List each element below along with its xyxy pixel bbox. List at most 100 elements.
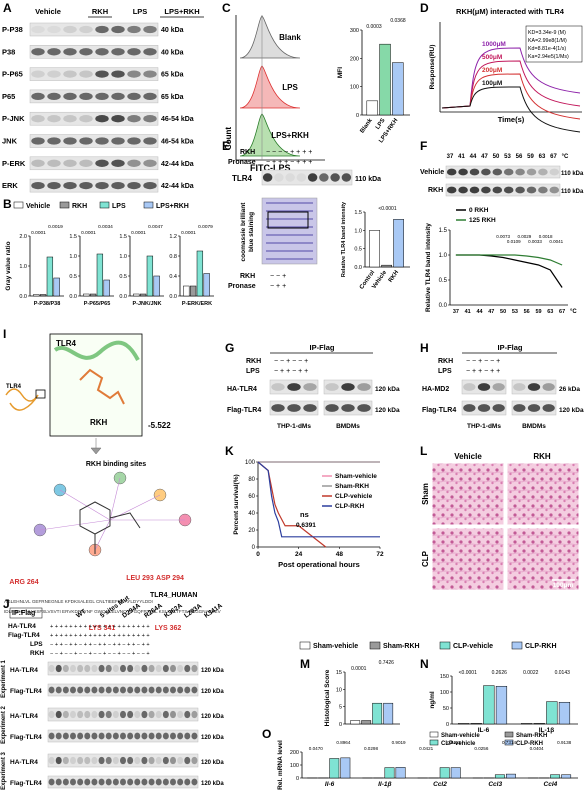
- band: [148, 756, 155, 765]
- panel-label: B: [3, 197, 12, 211]
- label: -5.522: [148, 421, 171, 430]
- helix: [53, 340, 140, 361]
- label: IP-Flag: [309, 343, 334, 352]
- label: TLR4: [232, 174, 253, 183]
- band: [127, 756, 134, 765]
- x-tick-label: 47: [488, 309, 494, 315]
- label: Flag-TLR4: [10, 688, 42, 695]
- bar: [521, 723, 533, 725]
- band: [47, 92, 61, 101]
- band: [70, 686, 76, 694]
- p-value: 0.0073: [496, 234, 510, 239]
- panel-label: J: [3, 597, 10, 611]
- label: RKH: [92, 7, 108, 16]
- label: Vehicle: [420, 169, 444, 176]
- label: 100μM: [482, 80, 502, 87]
- band: [191, 664, 198, 673]
- x-tick-label: IL-6: [478, 727, 490, 734]
- band: [47, 181, 61, 190]
- band: [481, 168, 491, 176]
- label: BMDMs: [336, 423, 360, 430]
- band: [515, 186, 525, 194]
- band: [303, 404, 317, 412]
- band: [303, 383, 317, 391]
- label: − + + − + + − + + − + + − + + − + + − + …: [50, 642, 150, 648]
- band: [492, 383, 505, 391]
- label: Experiment 1: [1, 659, 7, 697]
- band: [469, 186, 480, 194]
- band: [120, 664, 126, 673]
- band: [148, 686, 155, 694]
- band: [458, 168, 468, 176]
- band: [77, 732, 84, 740]
- label: + + + + + + + + + + + + + + + + + + + + …: [50, 624, 150, 630]
- y-tick-label: 20: [248, 528, 255, 534]
- band: [191, 778, 198, 786]
- label: IP-Flag: [497, 343, 522, 352]
- band: [105, 756, 112, 765]
- band: [446, 186, 457, 194]
- x-tick-label: 53: [512, 309, 518, 315]
- y-tick-label: 0.0: [169, 294, 177, 300]
- band: [84, 778, 91, 786]
- band: [141, 756, 148, 765]
- p-value: 0.0022: [523, 670, 539, 676]
- band: [91, 664, 98, 673]
- band: [134, 756, 141, 765]
- label: 100μm: [553, 582, 574, 589]
- band: [527, 383, 541, 391]
- p-value: 0.0019: [48, 224, 63, 230]
- band: [63, 25, 77, 34]
- y-tick-label: 0.5: [119, 274, 127, 280]
- band: [492, 186, 503, 194]
- legend-label: CLP-vehicle: [453, 643, 493, 650]
- band: [127, 137, 141, 145]
- bar: [361, 720, 372, 725]
- x-tick-label: 72: [376, 551, 384, 558]
- label: RKH: [240, 273, 255, 280]
- label: 37: [447, 154, 454, 160]
- label: TLR4: [56, 339, 77, 348]
- band: [184, 732, 191, 740]
- legend-label: 0 RKH: [469, 207, 489, 214]
- label: Response(RU): [429, 45, 436, 90]
- band: [127, 48, 141, 56]
- x-tick-label: 48: [336, 551, 344, 558]
- y-tick-label: 0.0: [19, 294, 27, 300]
- band: [134, 732, 141, 740]
- gel-box: [267, 211, 309, 229]
- label: RKH(μM) interacted with TLR4: [456, 7, 565, 16]
- y-axis-label: Rel. mRNA level: [277, 740, 284, 790]
- band: [48, 710, 55, 719]
- band: [162, 710, 169, 719]
- band: [458, 186, 468, 194]
- band: [134, 664, 141, 673]
- panel-label: N: [420, 657, 429, 671]
- band: [481, 186, 491, 194]
- legend-swatch: [429, 739, 439, 746]
- band: [177, 756, 184, 765]
- band: [325, 383, 339, 391]
- p-value: 0.7426: [379, 660, 395, 666]
- p-value: 0.0256: [474, 746, 488, 751]
- label: 56: [516, 154, 523, 160]
- band: [55, 686, 62, 694]
- x-tick-label: 0: [256, 551, 260, 558]
- label: LPS: [246, 368, 260, 375]
- p-value: 0.0368: [390, 18, 406, 24]
- label: Flag-TLR4: [422, 407, 456, 414]
- y-tick-label: 200: [290, 750, 299, 756]
- label: LPS: [282, 83, 298, 92]
- bar: [196, 250, 204, 297]
- bar: [381, 264, 392, 268]
- band: [526, 168, 537, 176]
- bar: [383, 702, 394, 725]
- y-axis-label: ng/ml: [429, 691, 436, 709]
- band: [463, 404, 476, 412]
- y-tick-label: 5: [339, 705, 342, 711]
- y-axis-label: Histological Score: [324, 669, 331, 726]
- band: [84, 710, 91, 719]
- band: [111, 92, 125, 101]
- band: [307, 173, 318, 182]
- y-axis-label: Relative TLR4 band intensity: [425, 223, 432, 312]
